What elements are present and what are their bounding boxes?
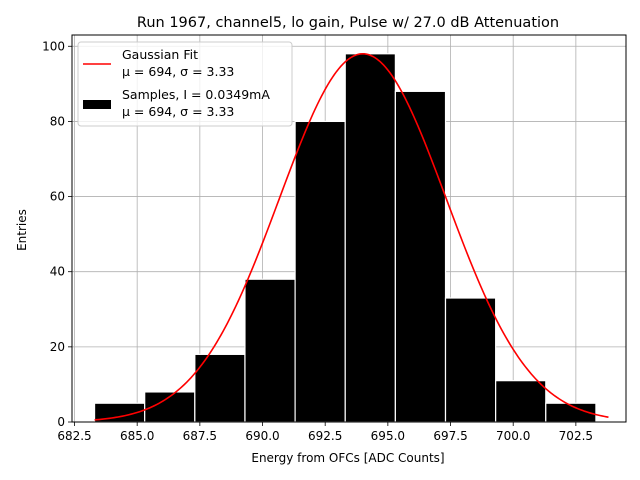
x-tick-label: 685.0	[120, 429, 154, 443]
legend-fit-label: Gaussian Fit	[122, 47, 198, 62]
histogram-bar	[495, 380, 547, 423]
x-tick-label: 697.5	[433, 429, 467, 443]
y-tick-label: 100	[42, 39, 65, 53]
y-tick-label: 0	[57, 415, 65, 429]
histogram-bars	[93, 53, 597, 423]
legend-samples-swatch	[83, 100, 111, 109]
x-tick-label: 695.0	[371, 429, 405, 443]
x-tick-label: 700.0	[496, 429, 530, 443]
x-tick-label: 682.5	[57, 429, 91, 443]
x-tick-label: 687.5	[183, 429, 217, 443]
legend-fit-params: μ = 694, σ = 3.33	[122, 64, 234, 79]
legend-samples-label: Samples, I = 0.0349mA	[122, 87, 270, 102]
y-tick-label: 80	[50, 114, 65, 128]
y-axis-label: Entries	[15, 209, 29, 251]
y-tick-label: 20	[50, 340, 65, 354]
y-axis-ticks: 0 20 40 60 80 100	[42, 39, 72, 429]
plot-frame	[71, 34, 627, 423]
histogram-bar	[294, 120, 346, 423]
y-tick-label: 60	[50, 190, 65, 204]
fit-curve-group	[94, 52, 609, 421]
x-axis-ticks: 682.5 685.0 687.5 690.0 692.5 695.0 697.5 700.0…	[57, 422, 593, 443]
legend-samples-params: μ = 694, σ = 3.33	[122, 104, 234, 119]
legend-box	[77, 41, 293, 127]
x-tick-label: 692.5	[308, 429, 342, 443]
histogram-bar	[344, 53, 396, 423]
chart-title: Run 1967, channel5, lo gain, Pulse w/ 27…	[137, 15, 559, 31]
x-tick-label: 702.5	[559, 429, 593, 443]
x-axis-label: Energy from OFCs [ADC Counts]	[251, 451, 444, 465]
legend: Gaussian Fit μ = 694, σ = 3.33 Samples, …	[77, 41, 293, 127]
histogram-bar	[444, 297, 497, 423]
histogram-bar	[394, 90, 447, 423]
y-tick-label: 40	[50, 265, 65, 279]
histogram-bar	[244, 278, 296, 423]
gaussian-fit-curve	[94, 52, 609, 421]
x-tick-label: 690.0	[245, 429, 279, 443]
